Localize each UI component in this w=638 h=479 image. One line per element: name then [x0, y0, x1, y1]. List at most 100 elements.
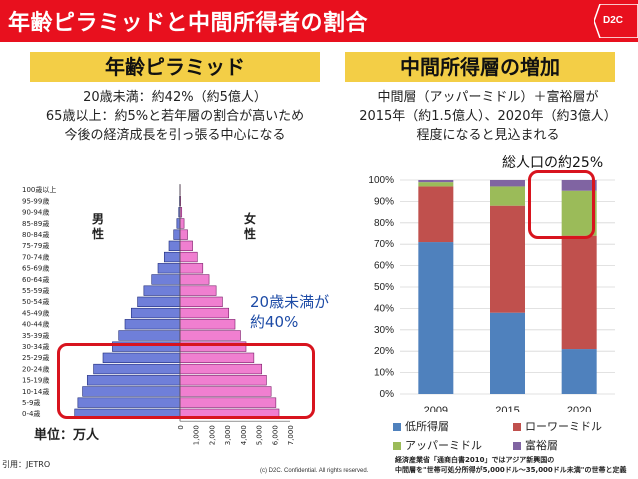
middle-desc-line-1: 中間層（アッパーミドル）＋富裕層が [377, 90, 599, 105]
brand-badge-shape [594, 4, 638, 38]
pyramid-age-label: 35-39歳 [22, 331, 49, 340]
stacked-bar-segment [561, 190, 597, 236]
pyramid-age-label: 50-54歳 [22, 297, 49, 306]
brand-badge: D2C [594, 4, 638, 38]
pyramid-x-tick-label: 4,000 [240, 425, 248, 445]
legend-swatch-lower-middle [513, 423, 521, 431]
pyramid-age-label: 90-94歳 [22, 208, 49, 217]
stacked-bar-segment [490, 180, 525, 187]
pyramid-age-label: 100歳以上 [22, 185, 56, 194]
x-tick-label: 2020 [567, 405, 591, 412]
pyramid-age-label: 70-74歳 [22, 252, 49, 261]
y-tick-label: 10% [374, 368, 394, 379]
pyramid-x-tick-label: 5,000 [256, 425, 264, 445]
y-tick-label: 100% [368, 175, 394, 186]
age-pyramid-chart: 100歳以上 95-99歳 90-94歳 85-89歳 80-84歳 75-79歳 70-7… [22, 176, 332, 446]
income-stacked-chart: 0% 10% 20% 30% 40% 50% 60% 70% 80% 90% 100% 2009 201… [350, 172, 620, 417]
pyramid-age-label: 55-59歳 [22, 286, 49, 295]
unit-label: 単位：万人 [34, 428, 100, 443]
pyramid-age-label: 75-79歳 [22, 241, 49, 250]
brand-badge-label: D2C [603, 15, 624, 26]
middle-income-description: 中間層（アッパーミドル）＋富裕層が 2015年（約1.5億人）、2020年（約3… [338, 88, 638, 145]
pyramid-bar-male [176, 218, 181, 229]
female-label: 女 性 [244, 212, 257, 241]
y-tick-label: 60% [374, 261, 394, 272]
legend-item-lower-middle: ローワーミドル [513, 420, 602, 434]
stacked-bar-segment [418, 182, 454, 187]
copyright-text: (c) D2C. Confidential. All rights reserv… [260, 468, 369, 474]
pyramid-bar-female [179, 274, 210, 285]
y-tick-label: 40% [374, 303, 394, 314]
pyramid-age-label: 95-99歳 [22, 196, 49, 205]
pyramid-bar-male [173, 229, 181, 240]
definition-footnote: 経済産業省「通商白書2010」ではアジア新興国の 中間層を"世帯可処分所得が5,… [395, 455, 626, 475]
legend-swatch-upper-middle [393, 442, 401, 450]
pyramid-bar-female [179, 229, 188, 240]
pyramid-age-label: 10-14歳 [22, 387, 49, 396]
middle-desc-line-3: 程度になると見込まれる [416, 128, 560, 143]
legend-label-lower-middle: ローワーミドル [525, 420, 602, 433]
y-tick-label: 90% [374, 196, 394, 207]
pyramid-desc-line-3: 今後の経済成長を引っ張る中心になる [64, 128, 286, 143]
pyramid-x-tick-label: 0 [177, 425, 185, 429]
pyramid-bar-male [124, 319, 181, 330]
pyramid-bar-male [143, 285, 181, 296]
page-title: 年齢ピラミッドと中間所得者の割合 [8, 11, 369, 36]
pyramid-age-label: 60-64歳 [22, 275, 49, 284]
pyramid-bar-male [151, 274, 181, 285]
legend-item-low: 低所得層 [393, 420, 449, 434]
pyramid-description: 20歳未満：約42%（約5億人） 65歳以上：約5%と若年層の割合が高いため 今… [10, 88, 340, 145]
pyramid-age-label: 20-24歳 [22, 364, 49, 373]
pyramid-desc-line-1: 20歳未満：約42%（約5億人） [83, 90, 267, 105]
legend-swatch-wealthy [513, 442, 521, 450]
pyramid-desc-line-2: 65歳以上：約5%と若年層の割合が高いため [45, 109, 305, 124]
y-tick-label: 30% [374, 325, 394, 336]
pyramid-bar-female [179, 319, 236, 330]
legend-swatch-low [393, 423, 401, 431]
stacked-bar-segment [418, 180, 454, 183]
under-20-highlight [57, 343, 315, 419]
pyramid-age-label: 0-4歳 [22, 409, 40, 418]
stacked-bar-segment [490, 205, 525, 313]
legend-item-wealthy: 富裕層 [513, 439, 558, 453]
under-20-note-line-2: 約40% [250, 313, 299, 331]
age-pyramid-svg: 100歳以上 95-99歳 90-94歳 85-89歳 80-84歳 75-79歳 70-7… [22, 184, 295, 445]
upper-middle-highlight [528, 170, 595, 239]
under-20-note-line-1: 20歳未満が [250, 293, 330, 311]
pyramid-x-tick-label: 7,000 [287, 425, 295, 445]
footnote-line-2: 中間層を"世帯可処分所得が5,000ドル～35,000ドル未満"の世帯と定義 [395, 466, 627, 474]
pyramid-bar-female [179, 307, 230, 319]
stack-chart-callout: 総人口の約25% [502, 155, 604, 171]
pyramid-bar-female [179, 285, 217, 296]
legend-label-upper-middle: アッパーミドル [405, 439, 482, 452]
pyramid-bar-female [179, 251, 198, 263]
pyramid-age-label: 30-34歳 [22, 342, 49, 351]
pyramid-age-label: 40-44歳 [22, 320, 49, 329]
stacked-bar-segment [418, 242, 454, 394]
x-tick-label: 2009 [424, 405, 448, 412]
source-label: 引用：JETRO [2, 460, 51, 469]
pyramid-bar-male [118, 330, 181, 341]
pyramid-x-tick-label: 2,000 [208, 425, 216, 445]
pyramid-age-label: 25-29歳 [22, 353, 49, 362]
stacked-bar-segment [490, 186, 525, 206]
stacked-bar-segment [561, 235, 597, 350]
y-tick-label: 20% [374, 346, 394, 357]
pyramid-bar-male [157, 263, 181, 274]
pyramid-bar-male [137, 296, 181, 307]
stacked-bar-segment [561, 180, 597, 191]
pyramid-age-label: 80-84歳 [22, 230, 49, 239]
pyramid-heading: 年齢ピラミッド [30, 52, 320, 82]
header-bar: 年齢ピラミッドと中間所得者の割合 D2C [0, 0, 638, 42]
income-stacked-svg: 0% 10% 20% 30% 40% 50% 60% 70% 80% 90% 100% 2009 201… [368, 175, 615, 417]
footnote-line-1: 経済産業省「通商白書2010」ではアジア新興国の [395, 456, 555, 464]
y-tick-label: 70% [374, 239, 394, 250]
under-20-note: 20歳未満が 約40% [250, 292, 329, 332]
pyramid-bar-female [179, 263, 204, 274]
pyramid-age-label: 15-19歳 [22, 376, 49, 385]
stacked-bar-segment [490, 312, 525, 394]
pyramid-bar-female [179, 240, 193, 251]
pyramid-bar-male [130, 307, 181, 319]
middle-desc-line-2: 2015年（約1.5億人）、2020年（約3億人） [359, 109, 617, 124]
pyramid-bar-female [179, 296, 223, 307]
